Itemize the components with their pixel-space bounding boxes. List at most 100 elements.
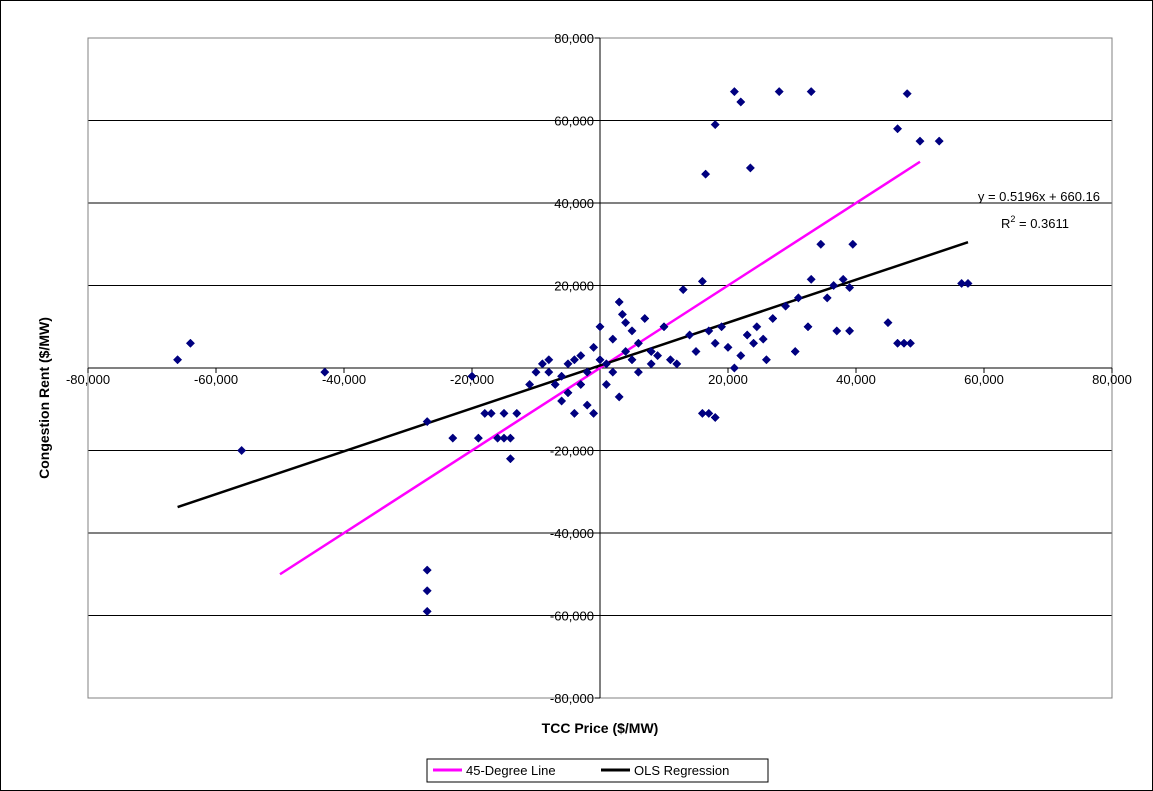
series-line-45-degree xyxy=(279,160,921,576)
x-tick-label: 20,000 xyxy=(708,372,748,387)
data-point xyxy=(845,283,855,293)
y-tick-label: 80,000 xyxy=(554,31,594,46)
data-point xyxy=(595,322,605,332)
data-point xyxy=(640,313,650,324)
data-point xyxy=(627,355,637,365)
r-squared-symbol: R xyxy=(1001,216,1010,231)
data-point xyxy=(685,330,695,340)
data-point xyxy=(790,346,800,357)
data-point xyxy=(704,408,714,418)
data-point xyxy=(557,396,567,406)
data-point xyxy=(422,586,432,596)
data-point xyxy=(595,355,605,365)
data-point xyxy=(608,334,618,344)
data-point xyxy=(701,169,711,179)
data-point xyxy=(550,379,560,390)
data-point xyxy=(758,334,768,344)
data-point xyxy=(697,408,707,418)
data-point xyxy=(761,355,771,365)
data-point xyxy=(710,120,720,130)
data-point xyxy=(902,89,912,99)
y-tick-label: -80,000 xyxy=(550,691,594,706)
data-point xyxy=(845,326,855,336)
data-point xyxy=(633,338,643,348)
data-point xyxy=(173,355,183,365)
data-point xyxy=(774,87,784,97)
data-point xyxy=(736,97,746,107)
y-tick-label: -40,000 xyxy=(550,526,594,541)
r-squared-superscript: 2 xyxy=(1010,214,1015,224)
data-point xyxy=(601,379,611,390)
data-point xyxy=(422,606,432,616)
x-tick-label: -60,000 xyxy=(194,372,238,387)
data-point xyxy=(614,297,624,307)
data-point xyxy=(697,276,707,286)
data-point xyxy=(838,274,848,284)
data-point xyxy=(576,351,586,361)
data-point xyxy=(723,342,733,352)
data-point xyxy=(957,278,967,288)
y-tick-label: -20,000 xyxy=(550,444,594,459)
data-point xyxy=(544,367,554,377)
data-point xyxy=(617,309,627,319)
data-point xyxy=(742,330,752,340)
data-point xyxy=(832,326,842,336)
y-tick-label: -60,000 xyxy=(550,609,594,624)
data-point xyxy=(499,408,509,418)
data-point xyxy=(848,239,858,249)
data-point xyxy=(505,433,515,443)
y-axis-title: Congestion Rent ($/MW) xyxy=(36,317,52,479)
data-point xyxy=(601,359,611,369)
data-point xyxy=(422,417,432,427)
data-point xyxy=(467,371,477,381)
y-tick-label: 20,000 xyxy=(554,279,594,294)
data-points xyxy=(173,87,973,616)
x-axis-title: TCC Price ($/MW) xyxy=(542,720,659,736)
tick-labels: -80,000 -60,000 -40,000 -20,000 20,000 40,000… xyxy=(66,31,1132,706)
legend-box xyxy=(426,758,769,783)
data-point xyxy=(627,326,637,336)
x-tick-label: 80,000 xyxy=(1092,372,1132,387)
data-point xyxy=(710,412,720,423)
data-point xyxy=(493,433,503,443)
data-point xyxy=(525,379,535,390)
data-point xyxy=(893,124,903,134)
data-point xyxy=(185,338,195,348)
data-point xyxy=(582,367,592,377)
data-point xyxy=(582,400,592,410)
data-point xyxy=(320,367,330,377)
data-point xyxy=(710,338,720,348)
data-point xyxy=(915,136,925,146)
legend: 45-Degree Line OLS Regression xyxy=(426,758,769,783)
data-point xyxy=(806,274,816,284)
data-point xyxy=(745,163,755,173)
data-point xyxy=(659,322,669,332)
data-point xyxy=(691,346,701,357)
legend-label-45-degree: 45-Degree Line xyxy=(466,763,556,778)
data-point xyxy=(621,346,631,357)
data-point xyxy=(480,408,490,418)
x-tick-label: -80,000 xyxy=(66,372,110,387)
regression-equation: y = 0.5196x + 660.16 xyxy=(978,189,1100,204)
y-tick-label: 60,000 xyxy=(554,114,594,129)
data-point xyxy=(752,322,762,332)
data-point xyxy=(486,408,496,418)
x-tick-label: 40,000 xyxy=(836,372,876,387)
data-point xyxy=(822,293,832,303)
data-point xyxy=(646,359,656,369)
data-point xyxy=(717,322,727,332)
data-point xyxy=(806,87,816,97)
data-point xyxy=(704,326,714,336)
data-point xyxy=(781,301,791,311)
data-point xyxy=(569,408,579,418)
data-point xyxy=(646,346,656,357)
data-point xyxy=(563,388,573,398)
data-point xyxy=(803,322,813,332)
data-point xyxy=(569,355,579,365)
data-point xyxy=(608,367,618,377)
data-point xyxy=(893,338,903,348)
data-point xyxy=(589,408,599,418)
data-point xyxy=(793,293,803,303)
data-point xyxy=(653,351,663,361)
